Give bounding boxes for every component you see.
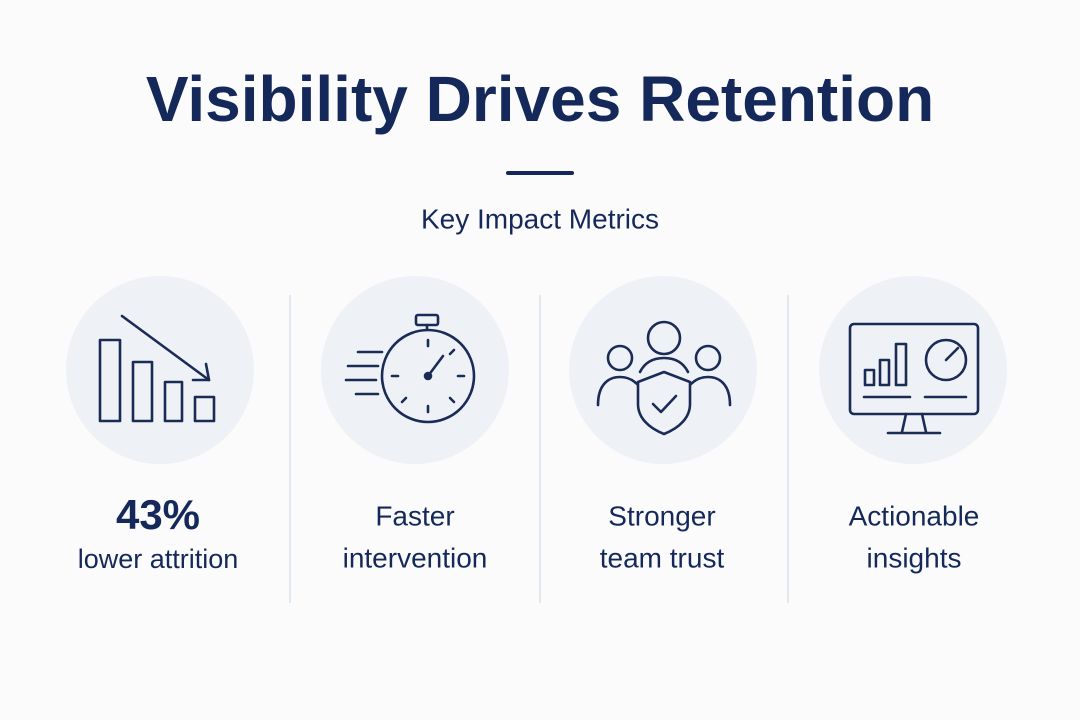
title: Visibility Drives Retention (146, 63, 934, 135)
declining-chart-icon (98, 314, 216, 423)
metric-highlight: 43% (116, 491, 200, 538)
dividers (289, 295, 789, 603)
metric-label: Stronger (608, 500, 715, 531)
metric-label: insights (867, 542, 962, 573)
metric-label: lower attrition (78, 544, 239, 574)
dashboard-monitor-icon (848, 322, 980, 435)
team-shield-icon (596, 320, 732, 436)
subtitle: Key Impact Metrics (421, 203, 659, 234)
icon-circle (66, 276, 254, 464)
icon-circle (321, 276, 509, 464)
metric-label: team trust (600, 542, 725, 573)
metric-label: Actionable (849, 500, 980, 531)
stopwatch-icon (344, 313, 476, 424)
icon-circle (569, 276, 757, 464)
title-accent (506, 171, 574, 175)
metric-label: Faster (375, 500, 454, 531)
metric-label: intervention (343, 542, 488, 573)
